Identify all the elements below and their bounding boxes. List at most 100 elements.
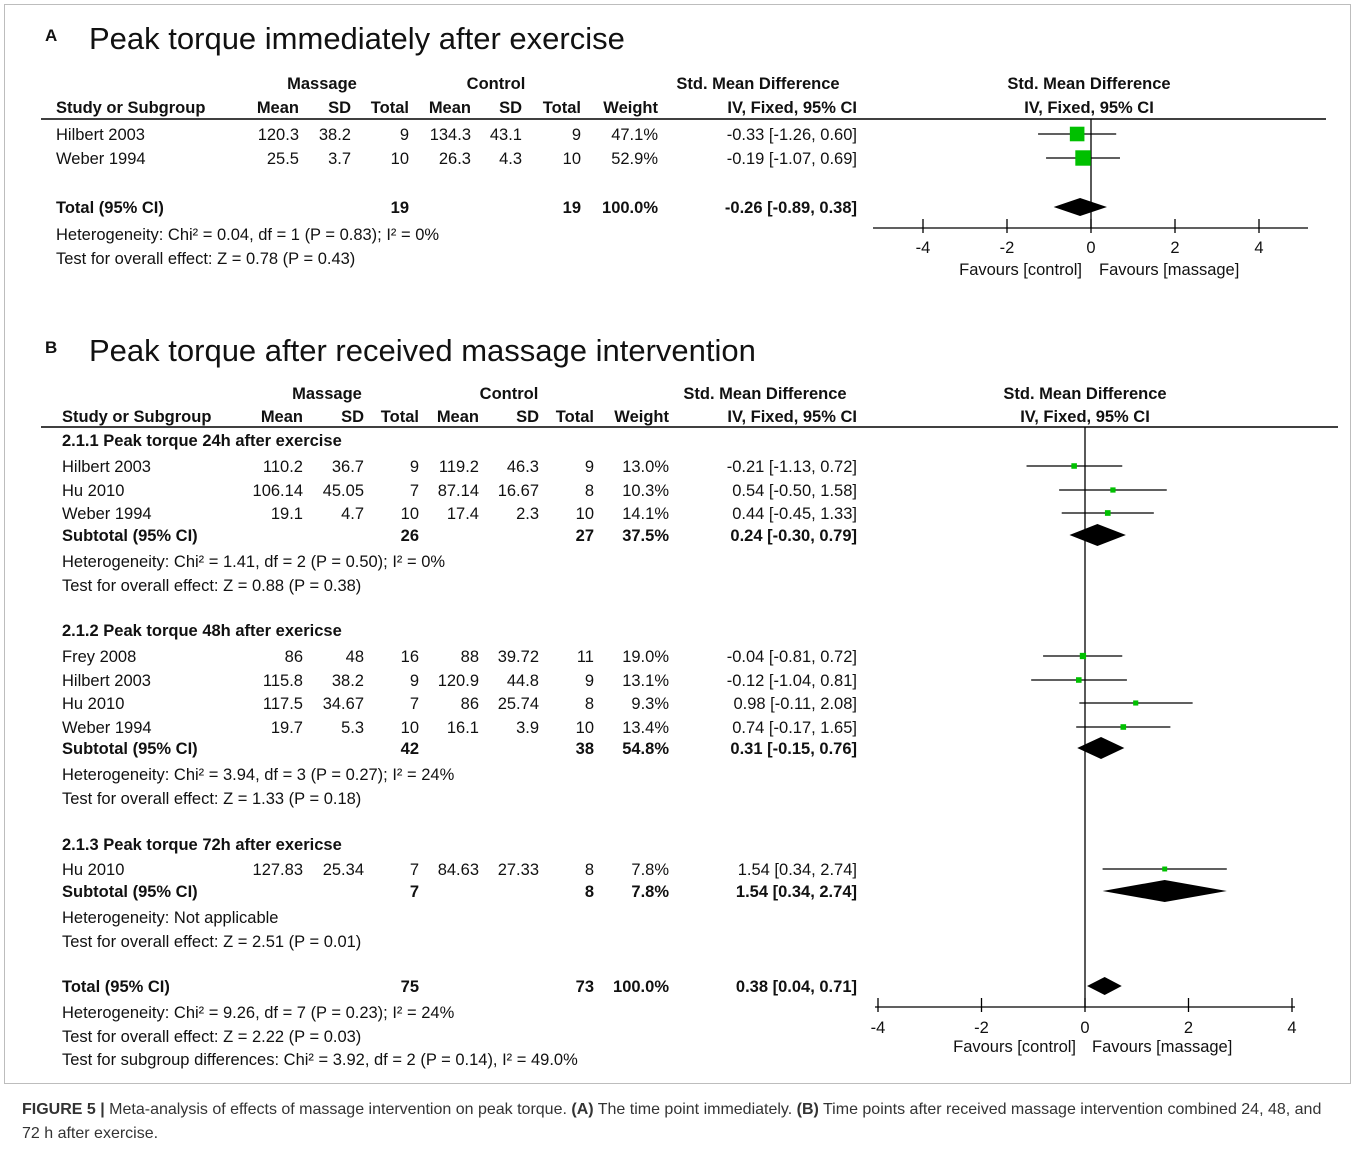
panel-b-subtotal-4-ci: 0.24 [-0.30, 0.79]	[730, 527, 857, 545]
panel-b-favours-right: Favours [massage]	[1092, 1038, 1232, 1056]
panel-b-study-11-mean2: 86	[461, 695, 479, 713]
panel-b-study-9-weight-square	[1079, 652, 1087, 660]
panel-b-study-11-total2: 8	[585, 695, 594, 713]
panel-b-study-12-ci: 0.74 [-0.17, 1.65]	[732, 719, 857, 737]
panel-b-study-11-sd1: 34.67	[323, 695, 364, 713]
panel-b-study-12-total2: 10	[576, 719, 594, 737]
panel-b-total-23-diamond	[1087, 977, 1122, 995]
panel-b-group2-header: Control	[480, 385, 539, 403]
panel-a-study-0-mean2: 134.3	[430, 126, 471, 144]
figure-caption: FIGURE 5 | Meta-analysis of effects of m…	[22, 1098, 1332, 1146]
caption-text-1: Meta-analysis of effects of massage inte…	[104, 1101, 572, 1118]
panel-b-study-3-weight: 14.1%	[622, 505, 669, 523]
panel-a-study-0-sd2: 43.1	[490, 126, 522, 144]
panel-b-subtotal-4-label: Subtotal (95% CI)	[62, 527, 198, 545]
panel-b-study-18-sd2: 27.33	[498, 861, 539, 879]
panel-a-study-1-sd2: 4.3	[499, 150, 522, 168]
panel-a-favours-left: Favours [control]	[959, 261, 1082, 279]
panel-b-study-2-mean1: 106.14	[253, 482, 303, 500]
panel-b-study-3-weight-square	[1104, 510, 1111, 516]
panel-b-study-2-weight: 10.3%	[622, 482, 669, 500]
panel-a-tick-label-0: -4	[916, 239, 931, 257]
panel-b-group-0-label: 2.1.1 Peak torque 24h after exercise	[62, 432, 342, 450]
panel-a-study-0-ci: -0.33 [-1.26, 0.60]	[727, 126, 857, 144]
panel-a-col-total1: Total	[371, 99, 409, 117]
panel-b-study-10-mean2: 120.9	[438, 672, 479, 690]
panel-b-col-sd2: SD	[516, 408, 539, 426]
panel-b-subtotal-4-total2: 27	[576, 527, 594, 545]
panel-a-study-0-sd1: 38.2	[319, 126, 351, 144]
panel-b-note-14-text: Heterogeneity: Chi² = 3.94, df = 3 (P = …	[62, 766, 455, 784]
panel-b-study-11-weight: 9.3%	[631, 695, 669, 713]
panel-b-study-9-mean1: 86	[285, 648, 303, 666]
panel-b-subtotal-13-total2: 38	[576, 740, 594, 758]
panel-b-study-18-label: Hu 2010	[62, 861, 124, 879]
panel-a-tick-label-2: 0	[1086, 239, 1095, 257]
panel-a-total-2-weight: 100.0%	[602, 199, 658, 217]
panel-b-study-1-label: Hilbert 2003	[62, 458, 151, 476]
panel-b-tick-label-0: -4	[871, 1019, 886, 1037]
caption-a: (A)	[571, 1101, 594, 1118]
panel-b-study-3-label: Weber 1994	[62, 505, 152, 523]
panel-a-group1-header: Massage	[287, 75, 357, 93]
panel-b-note-6-text: Test for overall effect: Z = 0.88 (P = 0…	[62, 577, 361, 595]
panel-b-study-12-weight-square	[1120, 724, 1127, 730]
panel-b-tick-label-2: 0	[1080, 1019, 1089, 1037]
panel-b-subtotal-13-label: Subtotal (95% CI)	[62, 740, 198, 758]
panel-a-col-mean2: Mean	[429, 99, 471, 117]
panel-a-tick-label-3: 2	[1170, 239, 1179, 257]
panel-a-study-0-label: Hilbert 2003	[56, 126, 145, 144]
panel-b-study-3-sd2: 2.3	[516, 505, 539, 523]
panel-b-study-10-ci: -0.12 [-1.04, 0.81]	[727, 672, 857, 690]
panel-b-study-3-total1: 10	[401, 505, 419, 523]
panel-a-total-2-total1: 19	[391, 199, 409, 217]
panel-b-study-3-ci: 0.44 [-0.45, 1.33]	[732, 505, 857, 523]
panel-a-col-sd1: SD	[328, 99, 351, 117]
panel-a-col-study: Study or Subgroup	[56, 99, 205, 117]
panel-b-study-12-total1: 10	[401, 719, 419, 737]
panel-b-study-1-sd2: 46.3	[507, 458, 539, 476]
panel-b-study-10-weight-square	[1076, 677, 1082, 683]
panel-b-study-11-label: Hu 2010	[62, 695, 124, 713]
panel-b-study-18-mean1: 127.83	[253, 861, 303, 879]
panel-b-note-21-text: Test for overall effect: Z = 2.51 (P = 0…	[62, 933, 361, 951]
panel-a-plot-effect-header: Std. Mean Difference	[1007, 75, 1170, 93]
panel-a-note-4-text: Test for overall effect: Z = 0.78 (P = 0…	[56, 250, 355, 268]
panel-b-study-9-total2: 11	[577, 648, 594, 666]
panel-b-study-18-ci: 1.54 [0.34, 2.74]	[738, 861, 857, 879]
panel-b-group-8-label: 2.1.2 Peak torque 48h after exericse	[62, 622, 342, 640]
panel-b-col-weight: Weight	[614, 408, 669, 426]
panel-a-title: Peak torque immediately after exercise	[89, 21, 625, 56]
panel-b-group-17-label: 2.1.3 Peak torque 72h after exericse	[62, 836, 342, 854]
caption-b: (B)	[796, 1101, 819, 1118]
panel-a-col-weight: Weight	[603, 99, 658, 117]
panel-b-study-18-sd1: 25.34	[323, 861, 364, 879]
panel-a-study-0-total2: 9	[572, 126, 581, 144]
panel-b-letter: B	[45, 338, 57, 357]
panel-b-col-ci: IV, Fixed, 95% CI	[727, 408, 857, 426]
panel-b-study-2-label: Hu 2010	[62, 482, 124, 500]
panel-b-study-10-total2: 9	[585, 672, 594, 690]
panel-b-total-23-total1: 75	[401, 978, 419, 996]
panel-a-col-mean1: Mean	[257, 99, 299, 117]
panel-b-favours-left: Favours [control]	[953, 1038, 1076, 1056]
panel-b-study-9-mean2: 88	[461, 648, 479, 666]
panel-a-study-1-total1: 10	[391, 150, 409, 168]
panel-b-study-2-weight-square	[1110, 487, 1116, 493]
panel-b-study-3-sd1: 4.7	[341, 505, 364, 523]
panel-b-study-18-total2: 8	[585, 861, 594, 879]
panel-b-study-11-mean1: 117.5	[263, 695, 303, 713]
panel-a-study-1-ci: -0.19 [-1.07, 0.69]	[727, 150, 857, 168]
panel-b-subtotal-4-weight: 37.5%	[622, 527, 669, 545]
panel-b-study-9-label: Frey 2008	[62, 648, 136, 666]
panel-b-study-9-sd1: 48	[346, 648, 364, 666]
panel-a-letter: A	[45, 26, 57, 45]
panel-b-study-12-label: Weber 1994	[62, 719, 152, 737]
panel-a-total-2-ci: -0.26 [-0.89, 0.38]	[725, 199, 857, 217]
panel-b-subtotal-4-total1: 26	[401, 527, 419, 545]
panel-b-study-10-label: Hilbert 2003	[62, 672, 151, 690]
panel-b-study-3-mean2: 17.4	[447, 505, 479, 523]
panel-b-tick-label-3: 2	[1184, 1019, 1193, 1037]
panel-b-study-1-mean2: 119.2	[439, 458, 479, 476]
panel-a-tick-label-4: 4	[1254, 239, 1263, 257]
